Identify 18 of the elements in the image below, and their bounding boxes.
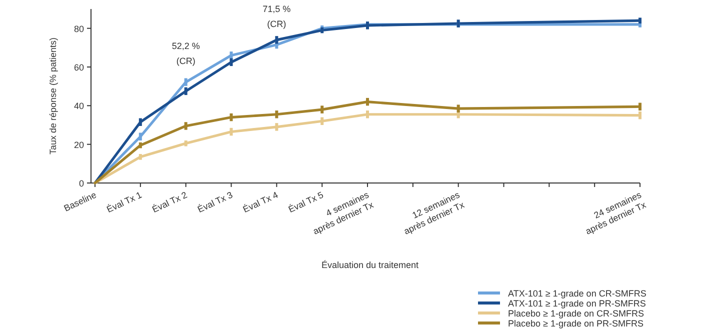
y-axis-title: Taux de réponse (% patients) (48, 37, 58, 155)
x-axis-title: Évaluation du traitement (321, 260, 420, 270)
x-tick-label: Éval Tx 5 (286, 190, 325, 215)
legend-label: Placebo ≥ 1-grade on CR-SMFRS (508, 308, 644, 318)
annotation: 52,2 % (CR) (172, 41, 200, 66)
legend-label: ATX-101 ≥ 1-grade on CR-SMFRS (508, 288, 646, 298)
x-tick-label: Éval Tx 4 (241, 190, 280, 215)
legend-label: Placebo ≥ 1-grade on PR-SMFRS (508, 318, 644, 328)
y-tick-label: 60 (74, 62, 84, 72)
y-tick-label: 80 (74, 24, 84, 34)
y-tick-label: 40 (74, 101, 84, 112)
x-tick-label: Éval Tx 3 (196, 190, 234, 215)
y-tick-label: 20 (74, 140, 84, 150)
legend-label: ATX-101 ≥ 1-grade on PR-SMFRS (508, 298, 646, 308)
x-tick-label: Éval Tx 1 (105, 190, 144, 215)
y-tick-label: 0 (78, 178, 84, 188)
x-tick-label: Éval Tx 2 (150, 190, 189, 215)
annotation: 71,5 % (CR) (262, 4, 291, 29)
